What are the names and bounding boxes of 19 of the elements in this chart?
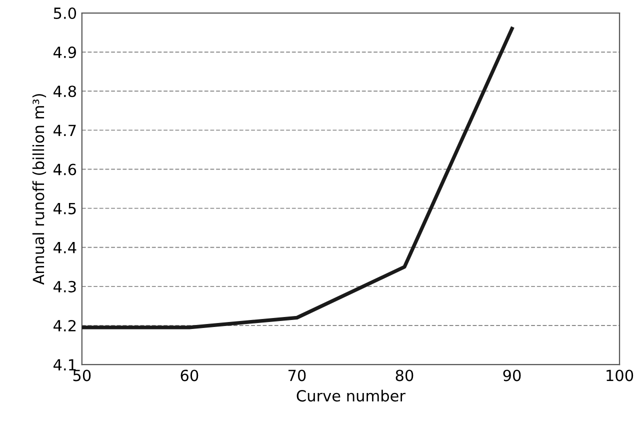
x-tick-label: 100: [606, 370, 634, 382]
y-tick-label: 4.3: [54, 280, 76, 292]
y-tick-label: 4.8: [54, 86, 76, 98]
x-tick-label: 60: [180, 370, 198, 382]
x-axis-title: Curve number: [296, 390, 406, 402]
y-tick-label: 4.9: [54, 46, 76, 58]
y-tick-label: 5.0: [54, 7, 76, 20]
y-axis-title: Annual runoff (billion m³): [32, 94, 46, 285]
y-tick-label: 4.1: [54, 359, 76, 370]
x-tick-label: 90: [503, 370, 521, 382]
x-tick-label: 80: [396, 370, 414, 382]
x-tick-label: 70: [288, 370, 306, 382]
line-series: [82, 26, 514, 330]
y-tick-label: 4.5: [54, 202, 76, 214]
y-tick-label: 4.7: [54, 124, 76, 136]
y-tick-label: 4.2: [54, 320, 76, 332]
y-tick-label: 4.6: [54, 164, 76, 176]
x-tick-label: 50: [73, 370, 91, 382]
y-tick-label: 4.4: [54, 242, 76, 254]
